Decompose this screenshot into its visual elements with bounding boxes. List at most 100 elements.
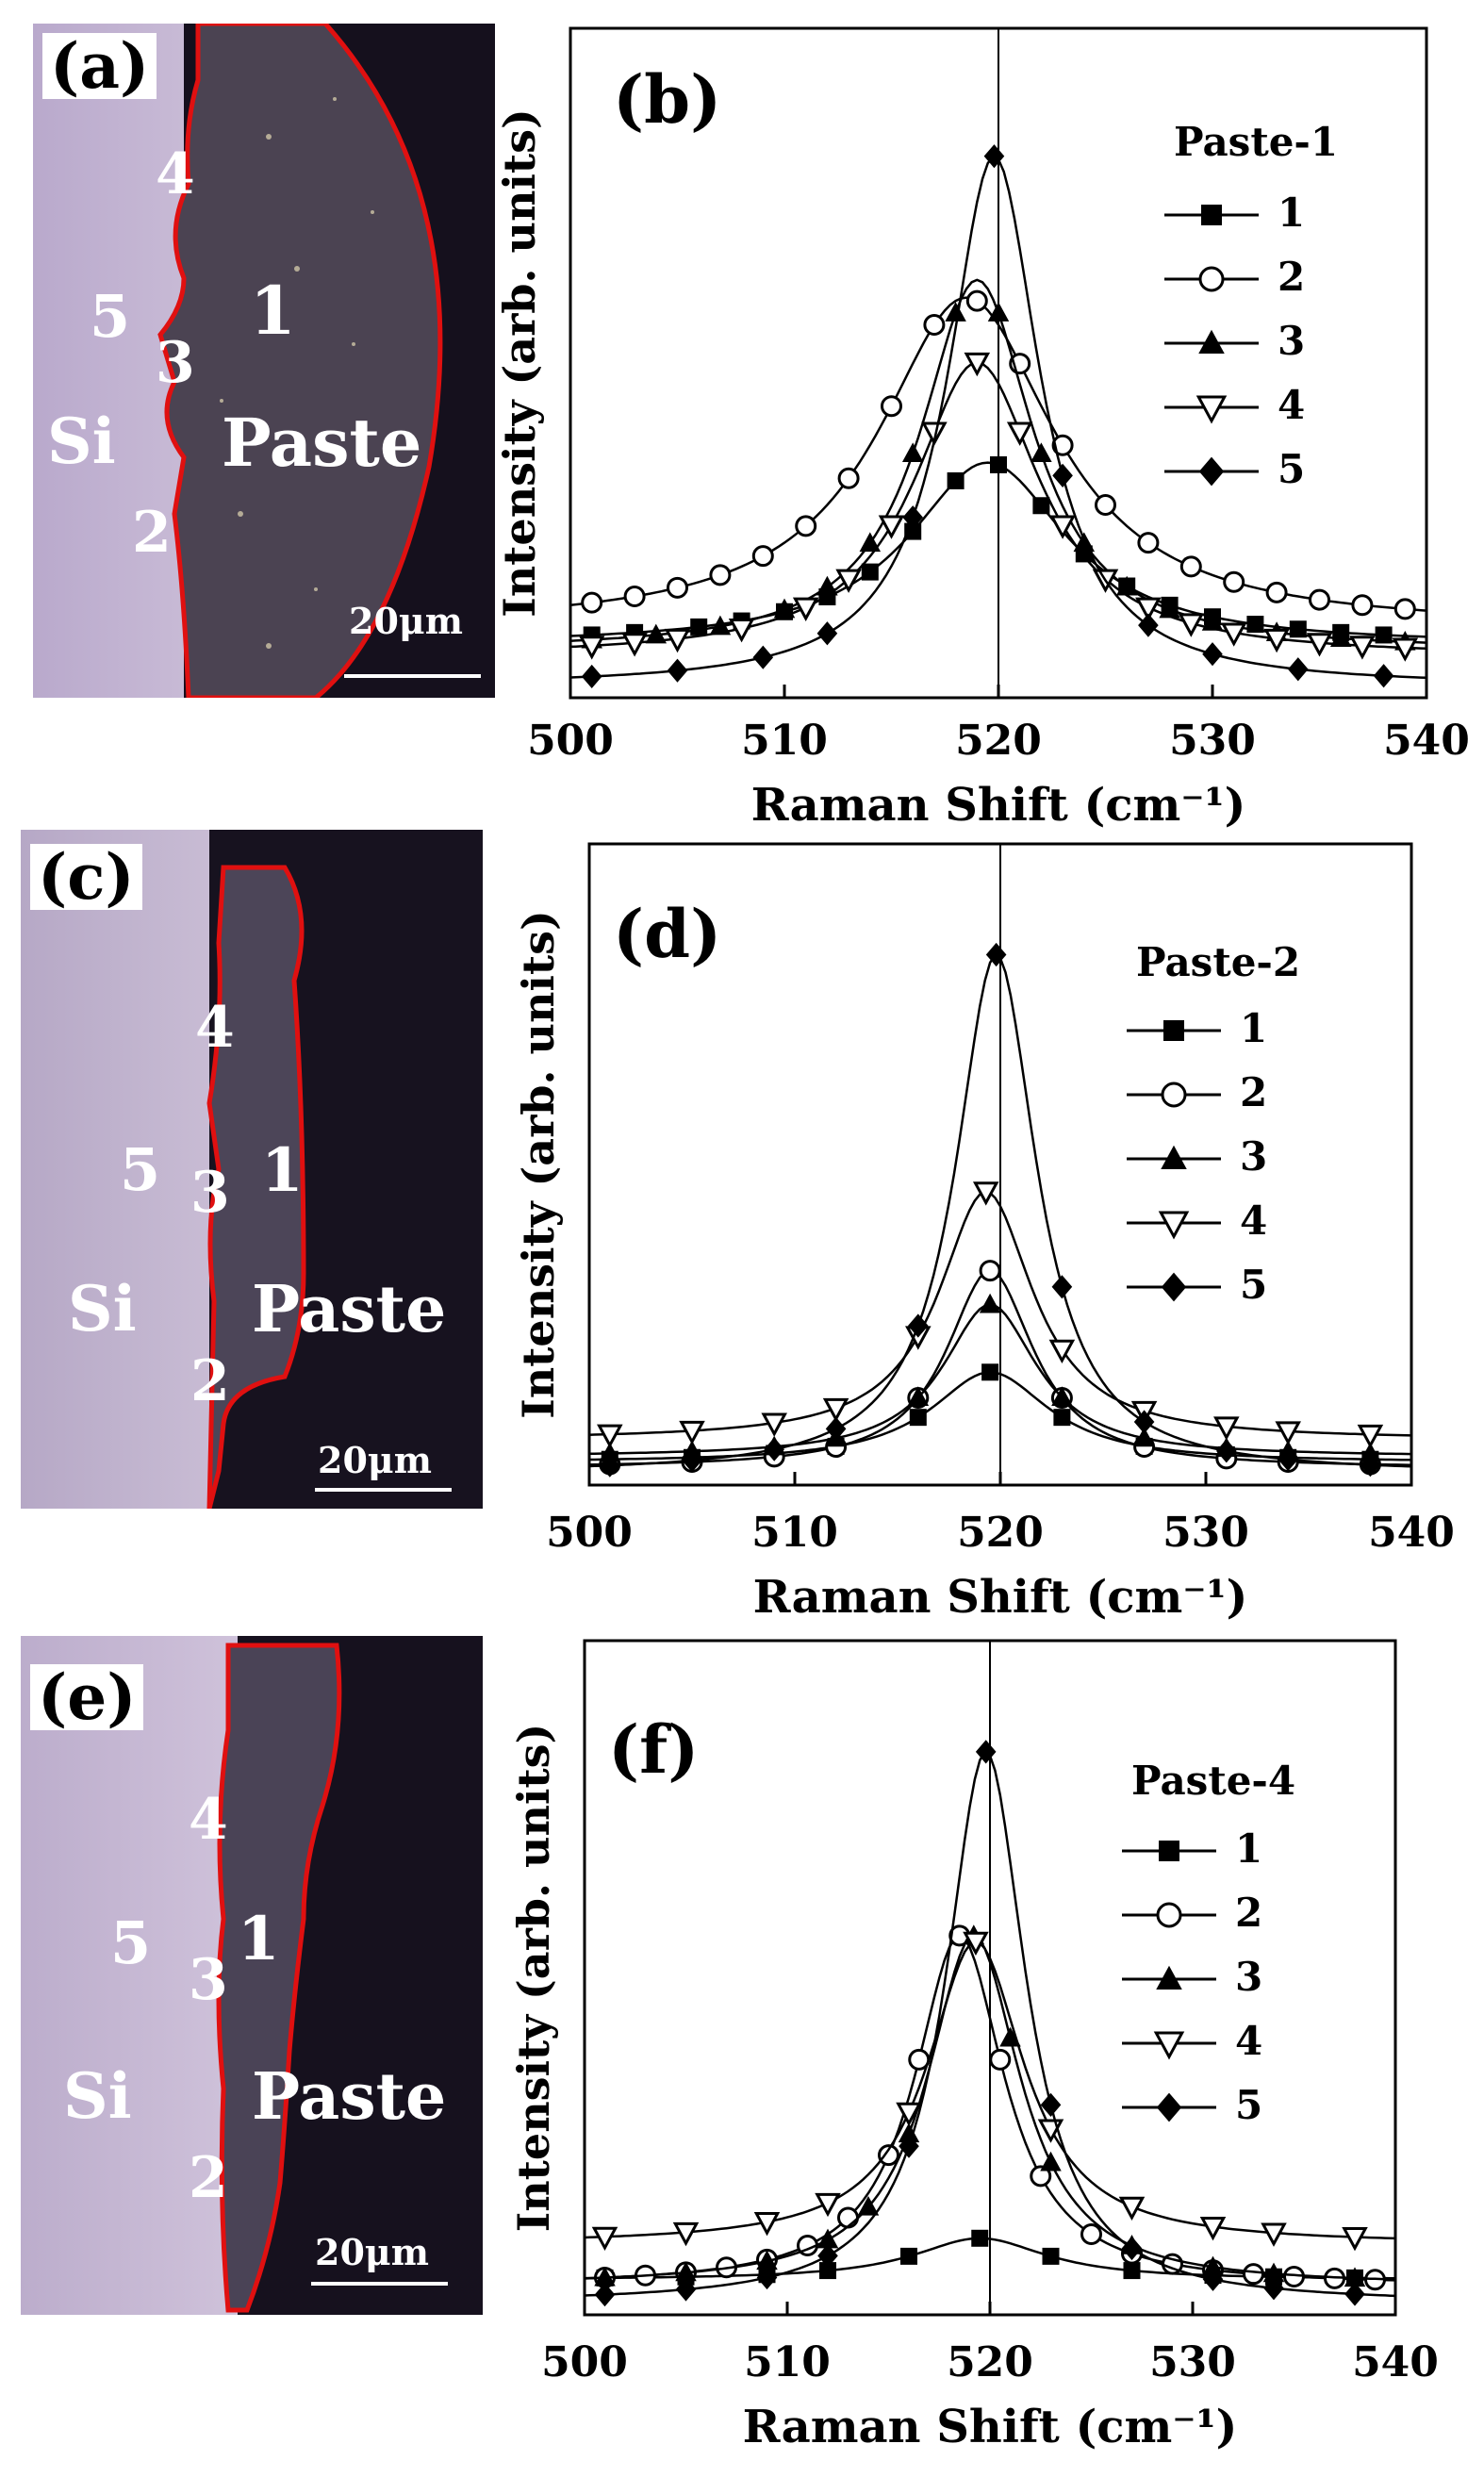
series-3-point [709, 615, 732, 636]
series-5-point [985, 942, 1007, 967]
series-4-point [1263, 628, 1290, 653]
series-4-point [591, 2226, 618, 2252]
series-4-point [1049, 515, 1076, 539]
series-5-point [594, 2283, 616, 2307]
series-4-point [1349, 636, 1376, 660]
legend-marker-3 [1156, 1965, 1182, 1990]
y-axis-label: Intensity (arb. units) [494, 108, 545, 618]
series-line-3 [588, 1303, 1412, 1456]
x-tick-label: 530 [1169, 717, 1256, 765]
panel-label-a: (a) [42, 33, 157, 99]
series-4-point [822, 1397, 849, 1423]
series-2-point [1095, 493, 1116, 516]
series-1-point [690, 618, 708, 636]
series-5-point [756, 2265, 778, 2290]
series-4-point [1357, 1424, 1384, 1449]
series-2-point [989, 2048, 1012, 2071]
legend-marker-3 [1198, 329, 1225, 354]
legend-marker-4 [1153, 2031, 1185, 2060]
series-5-point [1373, 664, 1394, 688]
point-3: 3 [189, 1947, 228, 2013]
series-3-point [1051, 1386, 1073, 1406]
x-tick-label: 520 [955, 717, 1042, 765]
series-2-point [1393, 598, 1416, 620]
legend-label-1: 1 [1240, 1005, 1267, 1051]
x-tick-label: 500 [527, 717, 614, 765]
series-1-point [981, 1363, 999, 1381]
series-2-point [881, 395, 902, 418]
panel-label-d: (d) [613, 895, 721, 973]
x-tick-label: 510 [741, 717, 828, 765]
legend-marker-4 [1195, 395, 1228, 424]
series-line-4 [588, 1190, 1412, 1437]
chart-b: 500 510 520 530 540 Raman Shift (cm⁻¹) Intensi… [494, 26, 1470, 832]
legend-label-5: 5 [1235, 2082, 1262, 2128]
series-4-point [1135, 597, 1162, 621]
series-2-point [795, 515, 817, 537]
point-4: 4 [156, 141, 195, 207]
series-2-point [878, 2144, 899, 2167]
series-2-point [1051, 434, 1074, 456]
series-4-point [1006, 421, 1033, 446]
legend-label-3: 3 [1278, 318, 1305, 364]
x-tick-label: 520 [957, 1509, 1044, 1557]
series-3-point [1360, 1442, 1381, 1462]
series-4-point [761, 1412, 787, 1437]
x-tick-label: 520 [947, 2338, 1033, 2386]
legend-marker-5 [1156, 2092, 1182, 2122]
series-1-point [990, 455, 1007, 473]
x-tick-label: 540 [1368, 1509, 1455, 1557]
series-5-point [1202, 2267, 1224, 2291]
legend-marker-1 [1159, 1841, 1179, 1861]
series-1-point [819, 2262, 836, 2280]
scale-bar-label: 20μm [318, 1439, 432, 1481]
point-5: 5 [120, 1135, 161, 1204]
series-3-point [859, 532, 882, 553]
series-3-point [1344, 2267, 1366, 2287]
series-1-point [900, 2247, 917, 2265]
y-axis-label: Intensity (arb. units) [508, 1724, 559, 2233]
series-3-point [1262, 2262, 1285, 2283]
series-5-point [1216, 1439, 1237, 1463]
series-5-point [1040, 2092, 1062, 2117]
series-3-point [756, 2250, 778, 2271]
legend-title: Paste-4 [1131, 1758, 1295, 1804]
series-4-point [1213, 1416, 1240, 1441]
micrograph-c-image [21, 830, 483, 1509]
series-5-point [1344, 2282, 1365, 2306]
point-4: 4 [195, 995, 235, 1061]
series-2-point [1179, 555, 1202, 578]
series-1-point [1032, 497, 1050, 515]
panel-label-b: (b) [613, 60, 721, 139]
micrograph-c: (c) 4 5 1 3 Si Paste 2 20μm [21, 830, 483, 1509]
series-4-point [597, 1424, 623, 1448]
micrograph-a-image [33, 24, 495, 698]
series-1-point [1053, 1409, 1071, 1427]
series-4-point [679, 1420, 705, 1445]
series-5-point [752, 645, 774, 669]
series-4-point [815, 2192, 841, 2218]
series-1-point [971, 2229, 989, 2247]
panel-label-f: (f) [608, 1710, 699, 1789]
series-2-point [837, 2206, 859, 2229]
scale-bar [344, 674, 481, 678]
legend-marker-5 [1198, 456, 1225, 487]
series-5-point [1278, 1447, 1298, 1472]
series-1-point [909, 1409, 927, 1427]
series-5-point [1360, 1452, 1381, 1478]
series-3-point [675, 2261, 697, 2282]
point-1: 1 [250, 272, 296, 350]
series-5-point [667, 658, 688, 683]
series-5-point [975, 1740, 997, 1764]
series-3-point [979, 1293, 1001, 1313]
series-line-2 [588, 1269, 1412, 1466]
series-5-point [983, 144, 1005, 169]
series-3-point [816, 2228, 839, 2249]
series-2-point [709, 564, 732, 586]
chart-d: 500 510 520 530 540 Raman Shift (cm⁻¹) Intensi… [513, 842, 1455, 1624]
series-4-point [1342, 2227, 1368, 2252]
series-3-point [599, 1442, 621, 1462]
series-4-point [921, 421, 948, 446]
series-line-3 [584, 1934, 1396, 2281]
series-4-point [792, 597, 819, 621]
